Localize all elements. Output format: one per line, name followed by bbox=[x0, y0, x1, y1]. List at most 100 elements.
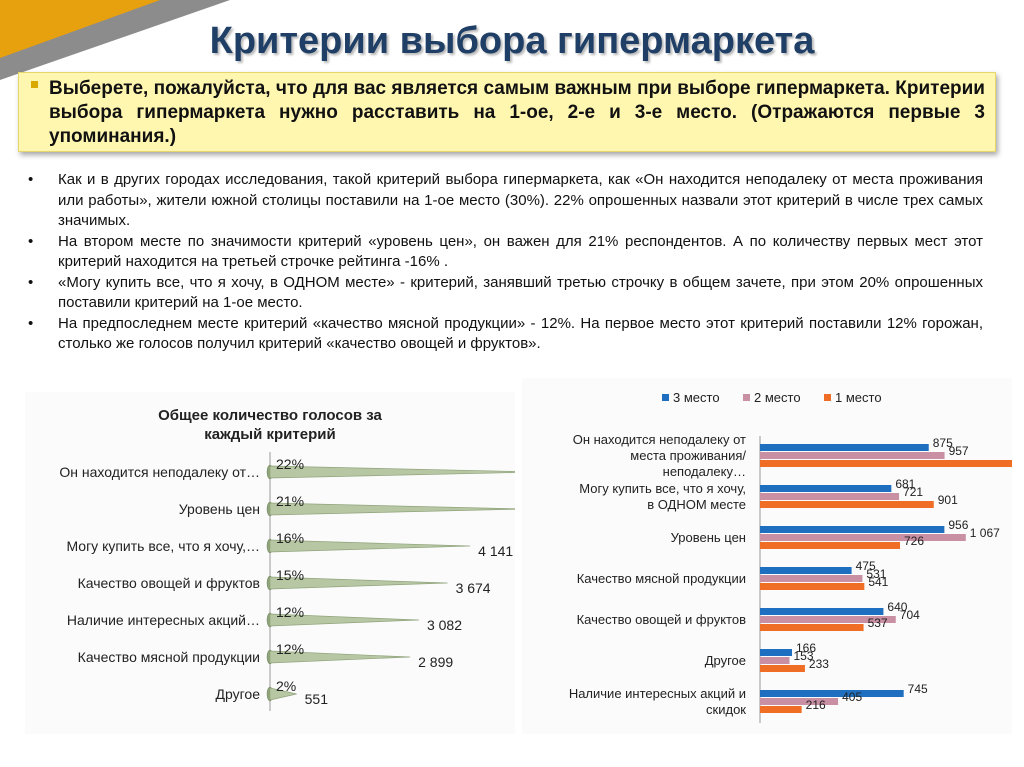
percent-label: 22% bbox=[276, 456, 304, 472]
value-label: 216 bbox=[806, 698, 826, 712]
bar bbox=[760, 608, 884, 615]
bar bbox=[760, 657, 790, 664]
value-label: 541 bbox=[868, 575, 888, 589]
finding-item: На предпоследнем месте критерий «качеств… bbox=[28, 314, 983, 355]
percent-label: 2% bbox=[276, 678, 296, 694]
value-label: 956 bbox=[948, 518, 968, 532]
category-label: Уровень цен bbox=[179, 501, 260, 517]
value-label: 3 674 bbox=[456, 580, 491, 596]
legend-swatch bbox=[743, 394, 750, 401]
chart-title: Общее количество голосов за bbox=[158, 407, 382, 424]
category-label: места проживания/ bbox=[630, 448, 746, 463]
value-label: 726 bbox=[904, 534, 924, 548]
finding-item: Как и в других городах исследования, так… bbox=[28, 170, 983, 232]
bar bbox=[760, 616, 896, 623]
bar bbox=[760, 624, 864, 631]
square-bullet-icon bbox=[31, 81, 38, 88]
corner-accent bbox=[0, 0, 160, 58]
bar bbox=[760, 690, 904, 697]
category-label: скидок bbox=[706, 702, 746, 717]
bar bbox=[269, 539, 471, 553]
value-label: 957 bbox=[949, 444, 969, 458]
value-label: 1 067 bbox=[970, 526, 1000, 540]
total-votes-chart: Общее количество голосов за каждый критер… bbox=[59, 407, 583, 711]
left-chart-panel: Общее количество голосов за каждый критер… bbox=[25, 392, 583, 734]
percent-label: 16% bbox=[276, 530, 304, 546]
category-label: Наличие интересных акций… bbox=[67, 612, 260, 628]
bar bbox=[760, 698, 839, 705]
category-label: Могу купить все, что я хочу,… bbox=[66, 538, 260, 554]
category-label: Качество мясной продукции bbox=[577, 571, 746, 586]
bar bbox=[760, 526, 945, 533]
bar bbox=[760, 485, 892, 492]
bar bbox=[760, 493, 900, 500]
value-label: 166 bbox=[796, 641, 816, 655]
value-label: 704 bbox=[900, 608, 920, 622]
bar bbox=[760, 649, 793, 656]
category-label: Он находится неподалеку от bbox=[573, 432, 746, 447]
category-label: Качество мясной продукции bbox=[78, 649, 260, 665]
finding-item: «Могу купить все, что я хочу, в ОДНОМ ме… bbox=[28, 273, 983, 314]
bar bbox=[269, 613, 419, 627]
bar bbox=[760, 501, 934, 508]
legend-label: 2 место bbox=[754, 390, 801, 405]
finding-item: На втором месте по значимости критерий «… bbox=[28, 232, 983, 273]
value-label: 681 bbox=[895, 477, 915, 491]
question-text: Выберете, пожалуйста, что для вас являет… bbox=[49, 78, 985, 147]
category-label: Он находится неподалеку от… bbox=[59, 464, 260, 480]
value-label: 745 bbox=[908, 682, 928, 696]
bar bbox=[760, 583, 865, 590]
bar bbox=[760, 706, 802, 713]
value-label: 531 bbox=[866, 567, 886, 581]
bar bbox=[269, 650, 411, 664]
percent-label: 15% bbox=[276, 567, 304, 583]
legend-swatch bbox=[824, 394, 831, 401]
places-chart: 3 место 2 место 1 место Он находится непода… bbox=[569, 390, 1024, 723]
legend-label: 3 место bbox=[673, 390, 720, 405]
value-label: 721 bbox=[903, 485, 923, 499]
percent-label: 12% bbox=[276, 641, 304, 657]
legend-label: 1 место bbox=[835, 390, 882, 405]
bar bbox=[269, 687, 297, 701]
question-box: Выберете, пожалуйста, что для вас являет… bbox=[18, 72, 996, 152]
value-label: 640 bbox=[887, 600, 907, 614]
percent-label: 12% bbox=[276, 604, 304, 620]
findings-list: Как и в других городах исследования, так… bbox=[28, 170, 983, 355]
category-label: Качество овощей и фруктов bbox=[78, 575, 260, 591]
value-label: 4 141 bbox=[478, 543, 513, 559]
bar bbox=[760, 460, 1024, 467]
value-label: 405 bbox=[842, 690, 862, 704]
category-label: Другое bbox=[216, 686, 261, 702]
category-label: в ОДНОМ месте bbox=[647, 497, 746, 512]
category-label: Наличие интересных акций и bbox=[569, 686, 746, 701]
bar bbox=[760, 567, 852, 574]
value-label: 551 bbox=[305, 691, 329, 707]
category-label: Могу купить все, что я хочу, bbox=[579, 481, 746, 496]
legend-swatch bbox=[662, 394, 669, 401]
page-title: Критерии выбора гипермаркета bbox=[209, 20, 815, 62]
category-label: Качество овощей и фруктов bbox=[577, 612, 746, 627]
bar bbox=[760, 575, 863, 582]
value-label: 2 899 bbox=[418, 654, 453, 670]
value-label: 153 bbox=[794, 649, 814, 663]
value-label: 901 bbox=[938, 493, 958, 507]
right-chart-panel: 3 место 2 место 1 место Он находится непода… bbox=[522, 378, 1024, 734]
bar bbox=[760, 665, 805, 672]
value-label: 537 bbox=[868, 616, 888, 630]
chart-title: каждый критерий bbox=[204, 426, 335, 443]
bar bbox=[760, 452, 945, 459]
bar bbox=[760, 542, 901, 549]
category-label: Другое bbox=[705, 653, 746, 668]
value-label: 875 bbox=[933, 436, 953, 450]
bar bbox=[269, 465, 541, 479]
bar bbox=[269, 502, 525, 516]
bar bbox=[269, 576, 448, 590]
value-label: 3 082 bbox=[427, 617, 462, 633]
value-label: 475 bbox=[856, 559, 876, 573]
value-label: 233 bbox=[809, 657, 829, 671]
bar bbox=[760, 534, 966, 541]
bar bbox=[760, 444, 929, 451]
percent-label: 21% bbox=[276, 493, 304, 509]
category-label: неподалеку… bbox=[663, 464, 746, 479]
category-label: Уровень цен bbox=[671, 530, 746, 545]
